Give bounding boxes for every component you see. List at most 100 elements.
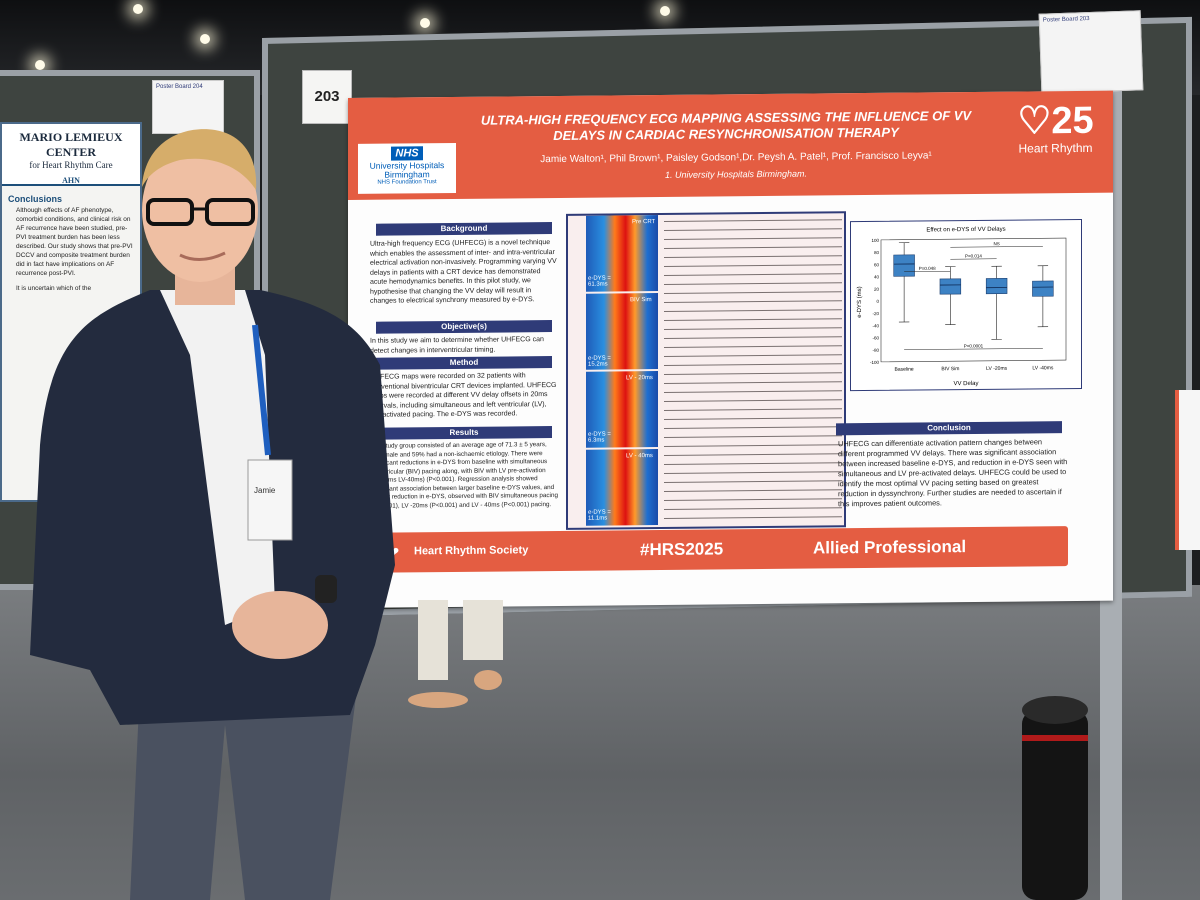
poster-title: ULTRA-HIGH FREQUENCY ECG MAPPING ASSESSI… (480, 108, 972, 144)
x-tick-label: BIV Sim (941, 366, 959, 372)
heart-icon: ♡ (1017, 100, 1052, 143)
label-pre-crt: Pre CRT (632, 219, 656, 226)
ecg-trace-line (664, 282, 842, 285)
chart-title: Effect on e-DYS of VV Delays (926, 227, 1005, 234)
x-tick-label: Baseline (895, 367, 914, 373)
poster-header: NHS University Hospitals Birmingham NHS … (348, 90, 1113, 200)
significance-bracket (950, 246, 1043, 248)
plot-area (880, 237, 1067, 363)
conclusion-heading: Conclusion (836, 421, 1062, 436)
box-BIV Sim (939, 278, 962, 295)
edys-biv-sim: e-DYS = 15.2ms (588, 355, 611, 368)
y-tick-label: 60 (874, 262, 880, 267)
ecg-trace-line (664, 435, 842, 438)
name-badge (247, 459, 293, 541)
box-Baseline (893, 254, 915, 277)
y-tick-label: -20 (872, 311, 879, 316)
heart-rhythm-logo: ♡25 Heart Rhythm (1003, 99, 1108, 156)
ecg-trace-line (664, 219, 842, 222)
ecg-trace-line (664, 255, 842, 258)
ecg-trace-line (664, 462, 842, 465)
presenter-person: Jamie (30, 129, 395, 900)
watch (315, 575, 337, 603)
ecg-trace-line (664, 327, 842, 330)
visitor-legs (408, 600, 503, 708)
ecg-trace-line (664, 318, 842, 321)
ecg-trace-line (664, 345, 842, 348)
conclusions-heading: Conclusions (8, 194, 63, 204)
significance-label: P=0.048 (919, 266, 936, 271)
ecg-trace-line (664, 354, 842, 357)
ecg-trace-line (664, 516, 842, 519)
ecg-trace-line (664, 381, 842, 384)
ahn-logo: AHN (62, 176, 80, 185)
x-tick-label: LV -20ms (986, 366, 1008, 372)
edys-lv40: e-DYS = 11.1ms (588, 509, 611, 522)
y-tick-label: 100 (871, 238, 879, 243)
research-poster: NHS University Hospitals Birmingham NHS … (348, 90, 1113, 608)
ecg-trace-line (664, 399, 842, 402)
footer-society: Heart Rhythm Society (414, 544, 529, 558)
conclusion-text: UHFECG can differentiate activation patt… (838, 437, 1068, 509)
ecg-trace-line (664, 453, 842, 456)
ceiling-light (660, 6, 670, 16)
ecg-trace-line (664, 246, 842, 249)
badge-name: Jamie (254, 486, 276, 495)
poster-affiliation: 1. University Hospitals Birmingham. (664, 168, 808, 180)
ecg-trace-line (664, 444, 842, 447)
ceiling-light (200, 34, 210, 44)
ceiling-light (35, 60, 45, 70)
ecg-trace-line (664, 273, 842, 276)
hr-logo-number: ♡25 (1003, 99, 1108, 143)
ecg-trace-line (664, 507, 842, 510)
ecg-trace-line (664, 390, 842, 393)
significance-label: NS (993, 241, 999, 246)
significance-label: P=0.014 (965, 253, 982, 258)
hr-logo-text: Heart Rhythm (1018, 140, 1093, 156)
ecg-trace-line (664, 300, 842, 303)
conclusions-text: Although effects of AF phenotype, comorb… (16, 207, 133, 277)
left-poster-header: MARIO LEMIEUX CENTER for Heart Rhythm Ca… (2, 124, 140, 186)
poster-footer: ❤ Heart Rhythm Society #HRS2025 Allied P… (378, 526, 1068, 573)
y-tick-label: 80 (874, 250, 880, 255)
chart-xlabel: VV Delay (953, 381, 978, 387)
boxplot-chart: Effect on e-DYS of VV Delays VV Delay e-… (850, 218, 1082, 392)
poster-tube (1022, 696, 1088, 900)
right-poster-edge (1175, 390, 1200, 550)
y-tick-label: 0 (876, 299, 879, 304)
significance-bracket (904, 348, 1043, 350)
y-tick-label: -100 (870, 360, 880, 365)
ecg-trace-line (664, 480, 842, 483)
ecg-trace-line (664, 228, 842, 231)
label-lv40: LV - 40ms (626, 453, 653, 460)
footer-hashtag: #HRS2025 (640, 539, 724, 560)
poster-board-label: Poster Board 204 (156, 84, 203, 90)
ecg-trace-line (664, 417, 842, 420)
board-number: 203 (302, 70, 352, 124)
footer-track: Allied Professional (813, 537, 967, 558)
edys-lv20: e-DYS = 6.3ms (588, 431, 611, 444)
ecg-trace-line (664, 363, 842, 366)
ecg-trace-line (664, 237, 842, 240)
chart-ylabel: e-DYS (ms) (857, 286, 863, 317)
center-subtitle: for Heart Rhythm Care (29, 160, 113, 170)
ecg-trace-line (664, 408, 842, 411)
ecg-trace-line (664, 489, 842, 492)
poster-authors: Jamie Walton¹, Phil Brown¹, Paisley Gods… (540, 150, 932, 166)
x-tick-label: LV -40ms (1032, 365, 1054, 371)
ceiling-light (133, 4, 143, 14)
ecg-trace-line (664, 426, 842, 429)
significance-label: P<0.0001 (964, 343, 984, 348)
ecg-map-figure: Pre CRT BIV Sim LV - 20ms LV - 40ms e-DY… (566, 211, 846, 530)
y-tick-label: 20 (874, 287, 880, 292)
box-LV -20ms (985, 278, 1008, 295)
y-tick-label: -80 (872, 348, 879, 353)
ceiling-light (420, 18, 430, 28)
edys-pre-crt: e-DYS = 61.3ms (588, 275, 611, 288)
poster-board-card-204: Poster Board 204 (152, 80, 224, 134)
label-biv-sim: BIV Sim (630, 297, 652, 304)
boxplot-svg: Effect on e-DYS of VV Delays VV Delay e-… (857, 227, 1067, 387)
hr-number: 25 (1051, 99, 1094, 143)
ecg-trace-line (664, 372, 842, 375)
y-tick-label: 40 (874, 274, 880, 279)
